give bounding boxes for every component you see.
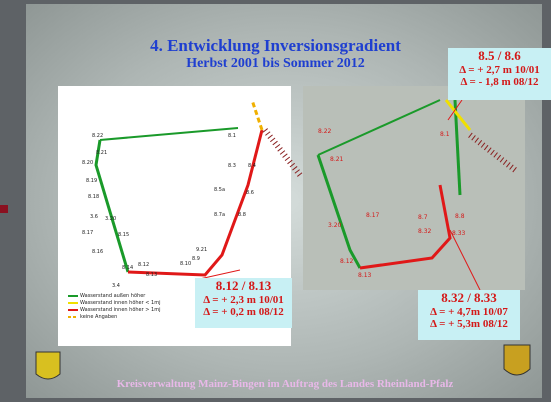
map-label: 3.6 (90, 214, 98, 220)
map-label: 9.21 (196, 247, 207, 253)
map-label: 8.13 (146, 272, 157, 278)
map-label: 8.7a (214, 212, 225, 218)
map-label: 8.21 (330, 156, 343, 163)
map-label: 8.15 (118, 232, 129, 238)
callout: 8.5 / 8.6 Δ = + 2,7 m 10/01 Δ = - 1,8 m … (448, 48, 551, 100)
callout-heading: 8.12 / 8.13 (195, 278, 292, 294)
map-label: 3.20 (105, 216, 116, 222)
legend-item: Wasserstand außen höher (80, 293, 145, 299)
callout-line: Δ = + 0,2 m 08/12 (195, 306, 292, 318)
callout-heading: 8.5 / 8.6 (448, 48, 551, 64)
callout-line: Δ = + 4,7m 10/07 (418, 306, 520, 318)
map-label: 8.8 (455, 213, 465, 220)
map-label: 8.13 (358, 272, 371, 279)
callout: 8.12 / 8.13 Δ = + 2,3 m 10/01 Δ = + 0,2 … (195, 278, 292, 328)
map-label: 8.19 (86, 178, 97, 184)
map-label: 8.18 (88, 194, 99, 200)
slide: 4. Entwicklung Inversionsgradient Herbst… (0, 0, 551, 402)
map-label: 8.4 (248, 163, 256, 169)
map-label: 3.4 (112, 283, 120, 289)
map-label: 8.7 (418, 214, 428, 221)
map-label: 8.17 (366, 212, 379, 219)
map-label: 3.20 (328, 222, 341, 229)
map-label: 8.14 (122, 265, 133, 271)
legend-item: Wasserstand innen höher > 1mj (80, 307, 161, 313)
map-label: 8.8 (238, 212, 246, 218)
map-label: 8.17 (82, 230, 93, 236)
footer: Kreisverwaltung Mainz-Bingen im Auftrag … (60, 378, 510, 390)
map-label: 8.9 (192, 256, 200, 262)
map-label: 8.21 (96, 150, 107, 156)
map-label: 8.22 (92, 133, 103, 139)
legend-item: keine Angaben (80, 314, 117, 320)
legend-item: Wasserstand innen höher < 1mj (80, 300, 161, 306)
map-label: 8.10 (180, 261, 191, 267)
callout-line: Δ = + 2,7 m 10/01 (448, 64, 551, 76)
map-label: 8.6 (246, 190, 254, 196)
map-label: 8.33 (452, 230, 465, 237)
map-label: 8.32 (418, 228, 431, 235)
map-label: 8.5a (214, 187, 225, 193)
callout: 8.32 / 8.33 Δ = + 4,7m 10/07 Δ = + 5,3m … (418, 290, 520, 340)
map-label: 8.22 (318, 128, 331, 135)
callout-line: Δ = - 1,8 m 08/12 (448, 76, 551, 88)
callout-heading: 8.32 / 8.33 (418, 290, 520, 306)
callout-line: Δ = + 5,3m 08/12 (418, 318, 520, 330)
map-label: 8.12 (138, 262, 149, 268)
map-label: 8.16 (92, 249, 103, 255)
callout-line: Δ = + 2,3 m 10/01 (195, 294, 292, 306)
map-label: 8.20 (82, 160, 93, 166)
map-label: 8.12 (340, 258, 353, 265)
map-label: 8.1 (228, 133, 236, 139)
map-label: 8.1 (440, 131, 450, 138)
map-label: 8.3 (228, 163, 236, 169)
